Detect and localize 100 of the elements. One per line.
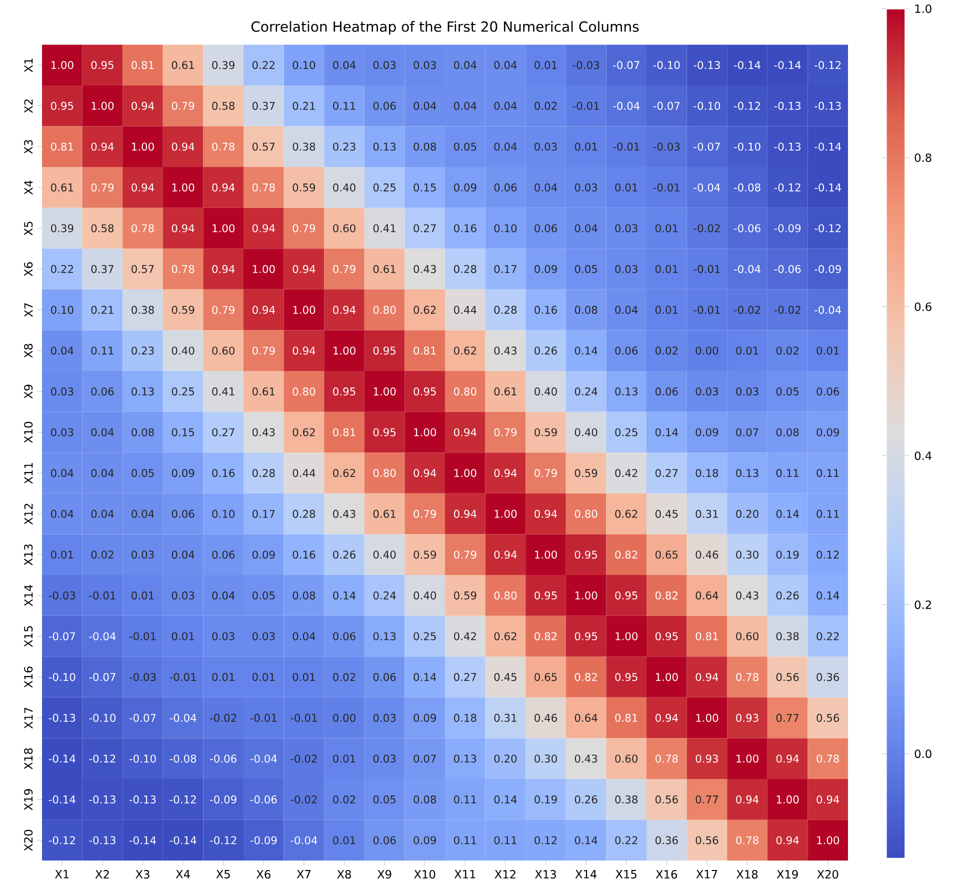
x-tick-label: X16: [656, 870, 678, 879]
data-label: -0.09: [250, 836, 277, 844]
data-label: 0.94: [454, 510, 476, 518]
data-label: 0.16: [454, 224, 476, 232]
data-label: 0.79: [292, 224, 316, 232]
data-label: 0.08: [132, 428, 154, 436]
data-label: 0.81: [615, 714, 638, 722]
data-label: 1.00: [51, 61, 74, 70]
data-label: 0.06: [212, 550, 235, 559]
data-label: 0.95: [373, 428, 396, 436]
data-label: 0.79: [91, 184, 114, 192]
data-label: 0.61: [373, 510, 396, 518]
data-label: 0.11: [816, 510, 839, 518]
data-label: 0.08: [776, 428, 799, 436]
data-label: 0.01: [50, 550, 74, 559]
data-label: -0.14: [734, 61, 760, 70]
data-label: -0.06: [734, 224, 760, 232]
x-tick-label: X12: [494, 870, 516, 879]
data-label: 0.78: [212, 142, 235, 151]
data-label: -0.03: [129, 673, 156, 682]
x-tick-label: X6: [256, 870, 270, 879]
data-label: 0.13: [454, 754, 476, 763]
data-label: 0.94: [172, 142, 194, 151]
y-tick-label: X1: [24, 58, 33, 72]
data-label: 0.61: [252, 388, 275, 396]
data-label: -0.02: [734, 306, 760, 314]
data-label: 0.00: [696, 346, 718, 355]
data-label: -0.01: [250, 714, 276, 722]
data-label: 1.00: [92, 102, 114, 110]
data-label: 0.03: [615, 265, 638, 274]
data-label: 0.17: [252, 510, 275, 518]
data-label: 0.09: [414, 714, 436, 722]
y-tick-label: X10: [24, 422, 33, 444]
data-label: 0.81: [50, 142, 74, 151]
data-label: 0.95: [655, 632, 678, 640]
data-label: 0.62: [454, 346, 476, 355]
data-label: 0.78: [816, 754, 839, 763]
data-label: -0.14: [814, 142, 842, 151]
data-label: 0.37: [252, 102, 275, 110]
data-label: 0.79: [414, 510, 436, 518]
data-label: 0.94: [454, 428, 476, 436]
data-label: 0.56: [816, 714, 840, 722]
data-label: 1.00: [736, 754, 758, 763]
data-label: 0.04: [212, 592, 235, 600]
data-label: 0.05: [454, 142, 476, 151]
data-label: 0.13: [373, 632, 396, 640]
data-label: 0.95: [615, 592, 638, 600]
data-label: 0.03: [534, 142, 557, 151]
data-label: -0.10: [653, 61, 680, 70]
y-tick-label: X13: [24, 544, 33, 566]
data-label: 0.43: [252, 428, 275, 436]
data-label: 0.01: [333, 836, 356, 844]
data-label: 0.94: [696, 673, 718, 682]
data-label: 0.94: [212, 265, 235, 274]
data-label: 0.58: [212, 102, 235, 110]
data-label: 0.02: [776, 346, 798, 355]
data-label: 0.95: [615, 673, 638, 682]
x-tick-label: X8: [337, 870, 351, 879]
data-label: 0.64: [696, 592, 718, 600]
data-label: -0.07: [48, 632, 76, 640]
x-tick-label: X1: [55, 870, 69, 878]
data-label: -0.06: [774, 265, 801, 274]
data-label: 0.19: [534, 796, 557, 804]
data-label: 1.00: [616, 632, 638, 640]
data-label: 0.03: [615, 224, 638, 232]
data-label: 0.30: [736, 550, 758, 559]
data-label: -0.01: [129, 632, 156, 640]
data-label: 0.79: [494, 428, 517, 436]
data-label: 0.56: [776, 673, 799, 682]
data-label: 0.94: [534, 510, 558, 518]
data-label: 0.13: [736, 469, 758, 478]
data-label: 0.62: [333, 469, 356, 478]
data-label: 0.78: [736, 673, 758, 682]
data-label: 0.38: [132, 306, 154, 314]
data-label: -0.12: [774, 184, 800, 192]
data-label: 0.82: [534, 632, 557, 640]
data-label: 0.21: [91, 306, 114, 314]
color-bar-label: 0.0: [914, 750, 932, 758]
data-label: 0.43: [736, 592, 758, 600]
data-label: 0.25: [172, 388, 194, 396]
data-label: -0.04: [250, 754, 277, 763]
data-label: 0.79: [212, 306, 234, 314]
data-label: 0.11: [776, 469, 798, 478]
data-label: 0.14: [776, 510, 799, 518]
data-label: 0.43: [494, 346, 516, 355]
data-label: 0.46: [696, 550, 718, 559]
y-tick-label: X8: [24, 344, 33, 358]
data-label: -0.09: [814, 265, 841, 274]
data-label: 0.09: [534, 265, 557, 274]
data-label: 0.94: [132, 102, 154, 110]
data-label: 1.00: [252, 265, 275, 274]
data-label: 0.94: [252, 306, 275, 314]
data-label: 0.06: [494, 184, 517, 192]
data-label: 0.04: [50, 469, 74, 478]
data-label: 0.10: [494, 224, 517, 232]
x-tick-label: X14: [575, 870, 596, 878]
data-label: 0.03: [574, 184, 598, 192]
data-label: 0.59: [454, 592, 476, 600]
data-label: 0.14: [574, 836, 598, 844]
data-label: -0.12: [734, 102, 760, 110]
